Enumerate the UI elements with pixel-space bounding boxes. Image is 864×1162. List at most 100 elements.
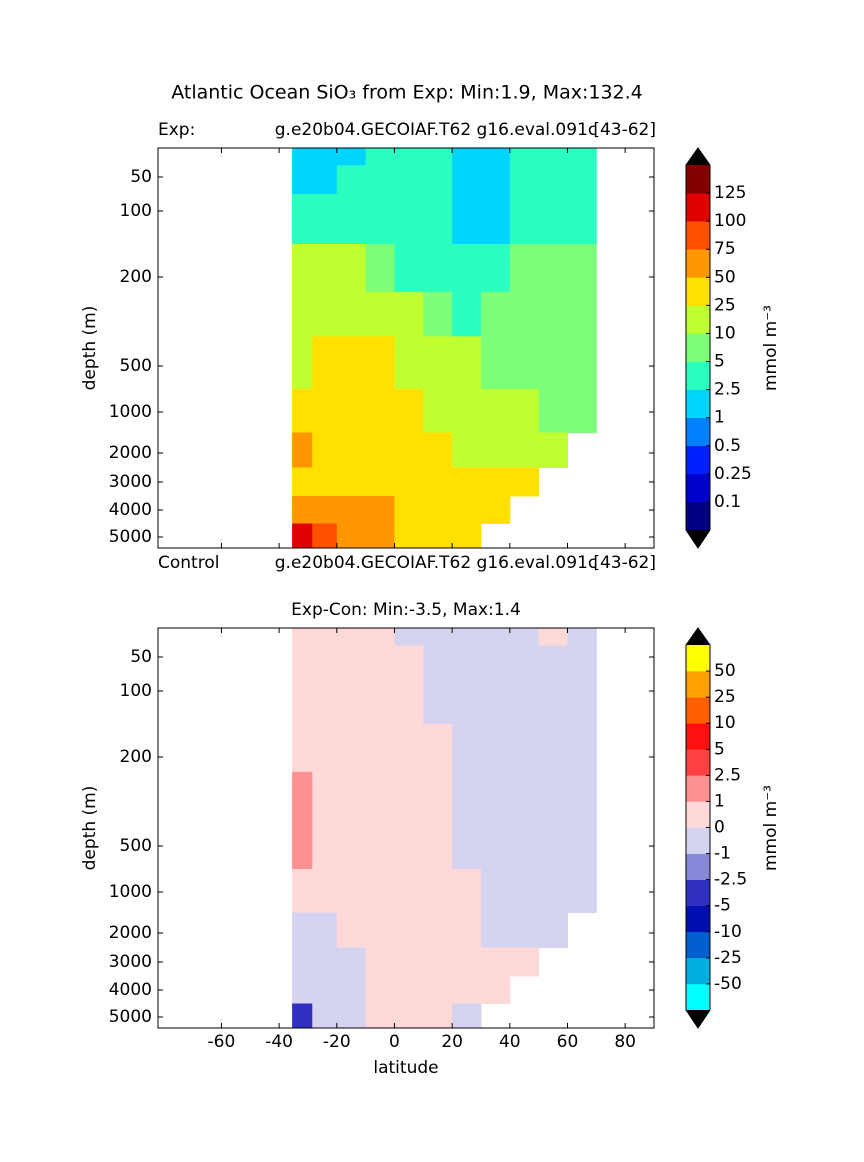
- cell: [538, 628, 568, 646]
- cell: [567, 628, 597, 646]
- colorbar-box: [686, 389, 710, 418]
- cell: [509, 724, 540, 773]
- cell: [394, 645, 424, 675]
- colorbar-box: [686, 671, 710, 698]
- cell: [394, 869, 424, 913]
- cell: [538, 244, 568, 293]
- cell: [423, 496, 453, 524]
- cell: [538, 389, 568, 433]
- cell: [567, 148, 597, 166]
- cell: [292, 947, 313, 977]
- cell: [452, 496, 482, 524]
- cell: [480, 432, 511, 468]
- cell: [452, 244, 482, 293]
- cell: [480, 291, 511, 337]
- colorbar-box: [686, 827, 710, 854]
- field: [292, 628, 597, 1028]
- colorbar-box: [686, 221, 710, 250]
- cell: [423, 771, 453, 817]
- colorbar-tick-label: -5: [714, 896, 731, 916]
- x-tick-label: -60: [208, 1032, 236, 1052]
- cell: [423, 467, 453, 497]
- cell: [538, 816, 568, 870]
- colorbar-extend-top: [686, 628, 710, 645]
- cell: [292, 194, 313, 245]
- cell: [394, 467, 424, 497]
- cell: [312, 1003, 338, 1028]
- cell: [423, 947, 453, 977]
- cell: [567, 389, 597, 433]
- cell: [452, 724, 482, 773]
- cell: [394, 628, 424, 646]
- cell: [452, 165, 482, 195]
- colorbar-box: [686, 277, 710, 306]
- y-tick-label: 1000: [109, 402, 152, 422]
- cell: [394, 674, 424, 725]
- cell: [394, 291, 424, 337]
- colorbar-frame: [685, 147, 711, 549]
- cell: [365, 244, 395, 293]
- cell: [292, 912, 313, 948]
- cell: [423, 674, 453, 725]
- colorbar-tick-label: 2.5: [714, 765, 741, 785]
- cell: [365, 947, 395, 977]
- y-tick-label: 200: [120, 267, 152, 287]
- cell: [394, 1003, 424, 1028]
- cell: [538, 432, 568, 468]
- cell: [336, 628, 367, 646]
- cell: [538, 674, 568, 725]
- colorbar-tick-label: 2.5: [714, 380, 741, 400]
- cell: [452, 912, 482, 948]
- cell: [292, 165, 313, 195]
- cell: [312, 724, 338, 773]
- colorbar-tick-label: 100: [714, 211, 746, 231]
- cell: [312, 912, 338, 948]
- cell: [567, 674, 597, 725]
- cell: [480, 912, 511, 948]
- colorbar-tick-label: 5: [714, 739, 725, 759]
- cell: [567, 244, 597, 293]
- cell: [312, 244, 338, 293]
- cell: [336, 432, 367, 468]
- cell: [423, 976, 453, 1004]
- cell: [336, 148, 367, 166]
- colorbar-box: [686, 193, 710, 222]
- cell: [538, 771, 568, 817]
- cell: [567, 194, 597, 245]
- cell: [452, 674, 482, 725]
- cell: [567, 869, 597, 913]
- cell: [312, 645, 338, 675]
- cell: [394, 496, 424, 524]
- cell: [292, 816, 313, 870]
- colorbar-tick-label: 50: [714, 661, 736, 681]
- cell: [365, 389, 395, 433]
- cell: [452, 467, 482, 497]
- cell: [365, 291, 395, 337]
- colorbar-box: [686, 305, 710, 334]
- cell: [365, 467, 395, 497]
- colorbar-box: [686, 931, 710, 959]
- cell: [365, 674, 395, 725]
- cell: [312, 674, 338, 725]
- colorbar-tick-label: 0.1: [714, 492, 741, 512]
- colorbar-extend-top: [686, 148, 710, 165]
- y-tick-label: 50: [130, 167, 152, 187]
- cell: [336, 244, 367, 293]
- cell: [452, 336, 482, 390]
- cell: [538, 148, 568, 166]
- colorbar-box: [686, 801, 710, 828]
- cell: [567, 816, 597, 870]
- cell: [394, 336, 424, 390]
- cell: [480, 194, 511, 245]
- cell: [292, 771, 313, 817]
- colorbar-box: [686, 645, 710, 672]
- x-axis-label: latitude: [373, 1058, 438, 1078]
- cell: [365, 148, 395, 166]
- cell: [365, 869, 395, 913]
- cell: [423, 869, 453, 913]
- cell: [509, 674, 540, 725]
- cell: [452, 194, 482, 245]
- cell: [336, 771, 367, 817]
- colorbar-box: [686, 723, 710, 750]
- colorbar-extend-bottom: [686, 530, 710, 548]
